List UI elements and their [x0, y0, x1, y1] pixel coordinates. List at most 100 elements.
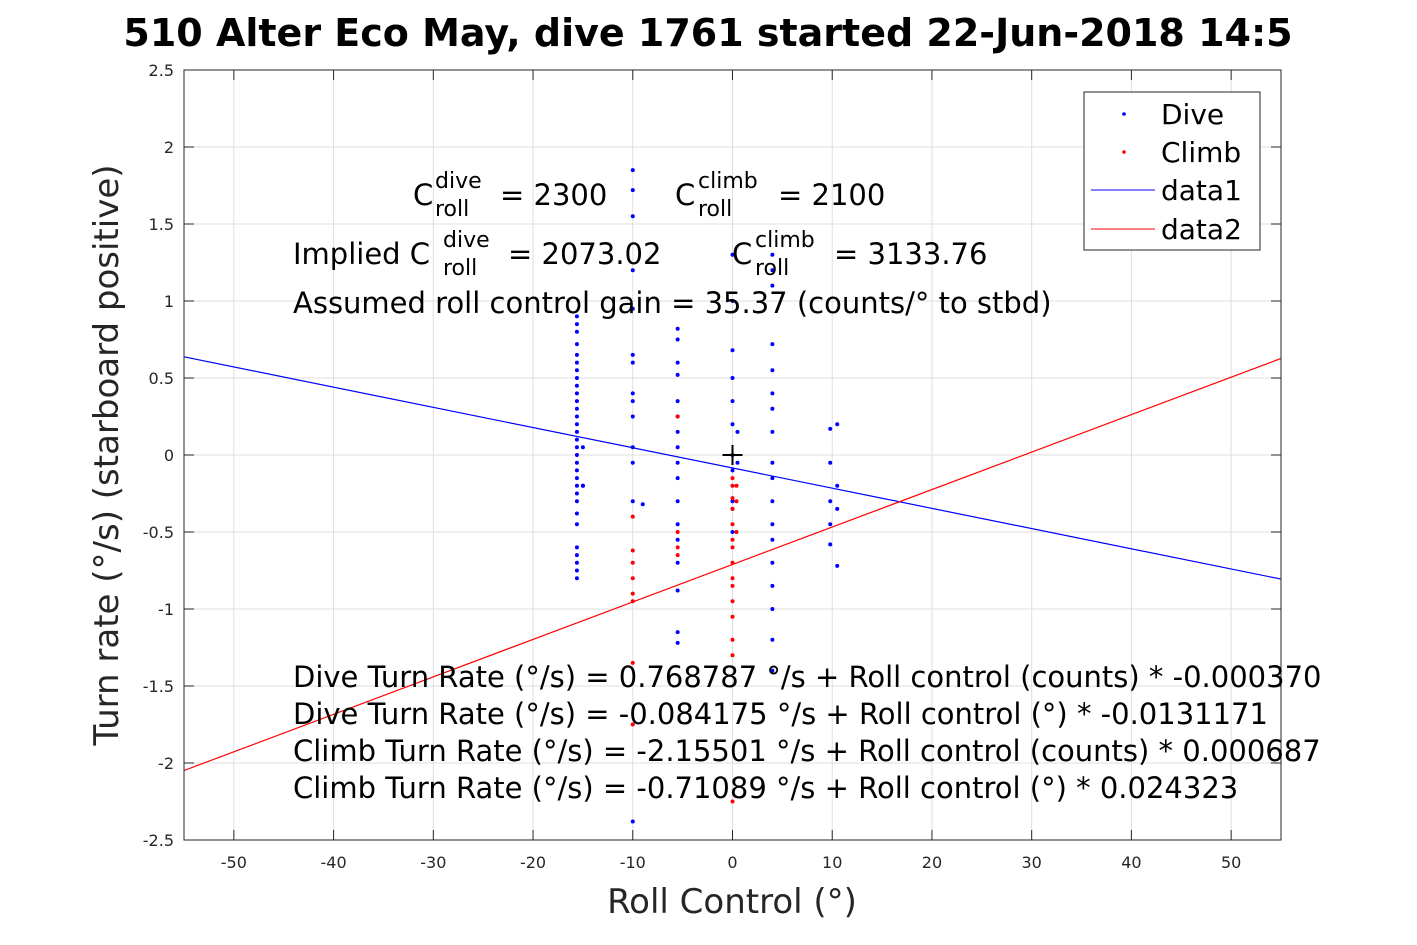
- point-dive: [730, 348, 735, 353]
- point-dive: [770, 268, 775, 273]
- fit-line-data1: [183, 356, 1282, 580]
- point-dive: [770, 607, 775, 611]
- fit-equation-3: Climb Turn Rate (°/s) = -2.15501 °/s + R…: [293, 734, 1321, 768]
- fit-equation-4: Climb Turn Rate (°/s) = -0.71089 °/s + R…: [293, 771, 1238, 805]
- annotation-implied-climb: C climb roll = 3133.76: [732, 228, 987, 281]
- point-dive: [675, 399, 680, 404]
- point-dive: [828, 499, 833, 504]
- point-dive: [574, 391, 579, 396]
- point-dive: [835, 506, 840, 511]
- point-dive: [574, 399, 579, 404]
- point-climb: [730, 583, 735, 588]
- point-dive: [675, 460, 680, 465]
- point-dive: [675, 445, 680, 450]
- legend-label-data2: data2: [1161, 213, 1242, 246]
- c-roll-dive-sup: dive: [435, 169, 482, 194]
- x-tick-label: -20: [520, 853, 546, 872]
- x-tick-label: 10: [822, 853, 842, 872]
- point-dive: [574, 460, 579, 465]
- point-dive: [574, 491, 579, 496]
- point-dive: [735, 460, 740, 465]
- point-dive: [630, 268, 635, 273]
- point-dive: [574, 568, 579, 573]
- point-dive: [630, 445, 635, 450]
- point-dive: [730, 499, 735, 504]
- point-climb: [630, 599, 635, 604]
- point-climb: [675, 530, 680, 534]
- point-dive: [675, 522, 680, 527]
- point-dive: [730, 422, 735, 427]
- point-dive: [640, 502, 645, 507]
- point-dive: [675, 337, 680, 342]
- point-dive: [574, 429, 579, 434]
- x-tick-label: 0: [727, 853, 737, 872]
- point-dive: [675, 476, 680, 481]
- point-dive: [630, 306, 635, 311]
- point-dive: [574, 499, 579, 504]
- point-dive: [574, 476, 579, 481]
- point-climb: [730, 537, 735, 542]
- data-points: [574, 168, 840, 824]
- implied-dive-sub: roll: [443, 256, 477, 281]
- point-dive: [675, 588, 680, 593]
- point-dive: [770, 391, 775, 396]
- implied-climb-prefix: C: [732, 237, 752, 271]
- point-climb: [675, 414, 680, 419]
- legend-label-dive: Dive: [1161, 98, 1224, 131]
- point-climb: [630, 576, 635, 581]
- point-dive: [770, 522, 775, 527]
- point-dive: [730, 299, 735, 303]
- point-climb: [630, 560, 635, 565]
- legend-label-data1: data1: [1161, 174, 1242, 207]
- point-climb: [730, 506, 735, 511]
- point-climb: [730, 560, 735, 565]
- point-dive: [770, 342, 775, 347]
- point-climb: [630, 660, 635, 665]
- y-tick-label: 0: [164, 446, 174, 465]
- point-dive: [675, 560, 680, 565]
- point-dive: [770, 476, 775, 481]
- implied-climb-sub: roll: [755, 256, 789, 281]
- y-tick-label: -0.5: [143, 523, 174, 542]
- c-roll-climb-sub: roll: [698, 197, 732, 222]
- point-dive: [730, 399, 735, 404]
- annotation-implied-dive: Implied C dive roll = 2073.02: [293, 228, 661, 281]
- point-dive: [770, 252, 775, 257]
- point-dive: [630, 460, 635, 465]
- point-climb: [730, 614, 735, 619]
- legend-marker-dive: [1122, 112, 1126, 116]
- point-dive: [730, 468, 735, 473]
- annotation-c-roll-climb: C climb roll = 2100: [675, 169, 885, 222]
- point-dive: [630, 819, 635, 824]
- point-dive: [770, 560, 775, 565]
- point-climb: [734, 499, 739, 504]
- fit-equation-2: Dive Turn Rate (°/s) = -0.084175 °/s + R…: [293, 697, 1268, 731]
- legend-label-climb: Climb: [1161, 136, 1241, 169]
- point-dive: [630, 414, 635, 419]
- point-dive: [835, 422, 840, 427]
- point-climb: [730, 476, 735, 481]
- axes: [183, 69, 1282, 841]
- point-dive: [675, 326, 680, 331]
- point-dive: [574, 414, 579, 419]
- point-dive: [675, 429, 680, 434]
- fit-equation-1: Dive Turn Rate (°/s) = 0.768787 °/s + Ro…: [293, 660, 1321, 694]
- implied-dive-sup: dive: [443, 228, 490, 253]
- point-dive: [675, 499, 680, 504]
- legend: Dive Climb data1 data2: [1083, 91, 1261, 251]
- point-dive: [574, 342, 579, 347]
- point-dive: [730, 376, 735, 380]
- tick-labels: -50 -40 -30 -20 -10 0 10 20 30 40 50-2.5-2-1.5-1-0…: [143, 61, 1242, 872]
- point-dive: [675, 537, 680, 542]
- point-dive: [675, 630, 680, 635]
- x-tick-label: -30: [420, 853, 446, 872]
- point-dive: [574, 329, 579, 334]
- x-tick-label: 30: [1022, 853, 1042, 872]
- y-tick-label: -2: [158, 754, 174, 773]
- point-climb: [730, 576, 735, 581]
- x-tick-label: 40: [1121, 853, 1141, 872]
- c-roll-dive-sub: roll: [435, 197, 469, 222]
- point-climb: [630, 548, 635, 553]
- point-dive: [770, 368, 775, 373]
- y-axis-label: Turn rate (°/s) (starboard positive): [87, 164, 127, 746]
